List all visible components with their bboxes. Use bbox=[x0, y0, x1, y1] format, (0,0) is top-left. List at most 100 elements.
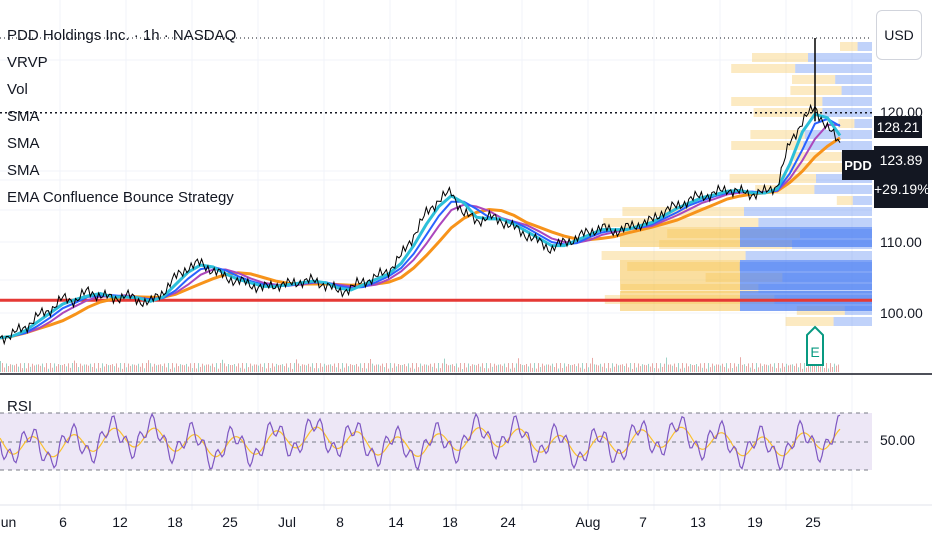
volume-bar bbox=[358, 366, 359, 372]
time-axis-label: 25 bbox=[222, 514, 238, 530]
symbol-title[interactable]: PDD Holdings Inc. · 1h · NASDAQ bbox=[7, 27, 237, 44]
volume-bar bbox=[566, 366, 567, 372]
volume-bar bbox=[620, 364, 621, 372]
time-axis-label: 18 bbox=[442, 514, 458, 530]
volume-bar bbox=[756, 363, 757, 372]
volume-bar bbox=[418, 367, 419, 372]
volume-bar bbox=[62, 365, 63, 372]
volume-bar bbox=[764, 364, 765, 372]
volume-bar bbox=[660, 363, 661, 372]
rsi-pane-label[interactable]: RSI bbox=[7, 398, 33, 415]
vp-bar-down bbox=[755, 185, 815, 194]
volume-bar bbox=[122, 368, 123, 372]
indicator-sma-3[interactable]: SMA bbox=[7, 162, 40, 179]
volume-bar bbox=[538, 363, 539, 372]
volume-bar bbox=[282, 364, 283, 372]
volume-bar bbox=[246, 363, 247, 372]
price-change-value: +29.19% bbox=[874, 181, 930, 197]
volume-bar bbox=[198, 363, 199, 372]
volume-bar bbox=[536, 368, 537, 372]
volume-bar bbox=[66, 366, 67, 372]
volume-bar bbox=[828, 368, 829, 372]
volume-bar bbox=[14, 365, 15, 372]
marker-letter: E bbox=[810, 344, 819, 360]
indicator-vol[interactable]: Vol bbox=[7, 81, 28, 98]
volume-bar bbox=[160, 364, 161, 372]
volume-bar bbox=[588, 367, 589, 372]
volume-bar bbox=[470, 366, 471, 372]
volume-bar bbox=[342, 363, 343, 372]
volume-bar bbox=[402, 364, 403, 372]
volume-bar bbox=[768, 365, 769, 372]
volume-bar bbox=[230, 365, 231, 372]
volume-bar bbox=[276, 363, 277, 372]
volume-bar bbox=[796, 363, 797, 372]
indicator-vrvp[interactable]: VRVP bbox=[7, 54, 48, 71]
volume-bar bbox=[658, 368, 659, 372]
volume-bar bbox=[510, 368, 511, 372]
volume-bar bbox=[32, 363, 33, 372]
volume-bar bbox=[788, 365, 789, 372]
volume-bar bbox=[438, 363, 439, 372]
volume-bar bbox=[382, 363, 383, 372]
volume-bar bbox=[132, 364, 133, 372]
volume-bar bbox=[224, 363, 225, 372]
volume-bar bbox=[378, 364, 379, 372]
time-axis-label: 7 bbox=[639, 514, 647, 530]
volume-bar bbox=[20, 363, 21, 372]
volume-bar bbox=[258, 365, 259, 372]
volume-bar bbox=[580, 367, 581, 372]
volume-bar bbox=[26, 368, 27, 372]
volume-bar bbox=[254, 364, 255, 372]
volume-bar bbox=[82, 365, 83, 372]
volume-bar bbox=[474, 364, 475, 372]
volume-bar bbox=[556, 363, 557, 372]
volume-bar bbox=[810, 366, 811, 372]
volume-bar bbox=[696, 364, 697, 372]
volume-bar bbox=[682, 363, 683, 372]
volume-bar bbox=[826, 363, 827, 372]
volume-bar bbox=[794, 365, 795, 372]
time-axis-label: Aug bbox=[575, 514, 601, 530]
indicator-ema-strategy[interactable]: EMA Confluence Bounce Strategy bbox=[7, 189, 234, 206]
volume-bar bbox=[520, 364, 521, 372]
volume-bar bbox=[558, 368, 559, 372]
volume-bar bbox=[656, 363, 657, 372]
volume-bar bbox=[690, 364, 691, 372]
vp-bar-down bbox=[603, 218, 759, 227]
earnings-marker[interactable]: E bbox=[805, 325, 825, 367]
volume-bar bbox=[466, 367, 467, 372]
volume-bar bbox=[390, 363, 391, 372]
volume-bar bbox=[468, 363, 469, 372]
indicator-sma-2[interactable]: SMA bbox=[7, 135, 40, 152]
volume-bar bbox=[624, 365, 625, 372]
volume-bar bbox=[618, 365, 619, 372]
volume-bar bbox=[732, 368, 733, 372]
volume-bar bbox=[626, 363, 627, 372]
volume-bar bbox=[446, 363, 447, 372]
volume-bar bbox=[238, 363, 239, 372]
price-axis-label-100: 100.00 bbox=[880, 305, 923, 321]
volume-bar bbox=[738, 363, 739, 372]
volume-bar bbox=[252, 365, 253, 372]
volume-bar bbox=[6, 363, 7, 372]
vp-bar-down bbox=[752, 53, 808, 62]
vp-bar-down bbox=[753, 108, 823, 117]
volume-bar bbox=[774, 363, 775, 372]
volume-bar bbox=[514, 367, 515, 372]
indicator-sma-1[interactable]: SMA bbox=[7, 108, 40, 125]
volume-bar bbox=[646, 365, 647, 372]
volume-bar bbox=[46, 363, 47, 372]
time-axis-label: 6 bbox=[59, 514, 67, 530]
volume-bar bbox=[830, 363, 831, 372]
volume-bar bbox=[476, 365, 477, 372]
volume-bar bbox=[386, 363, 387, 372]
volume-bar bbox=[104, 366, 105, 372]
volume-bar bbox=[822, 363, 823, 372]
currency-button[interactable]: USD bbox=[876, 10, 922, 60]
time-axis-label: 8 bbox=[336, 514, 344, 530]
volume-bar bbox=[524, 365, 525, 372]
volume-bar bbox=[730, 363, 731, 372]
